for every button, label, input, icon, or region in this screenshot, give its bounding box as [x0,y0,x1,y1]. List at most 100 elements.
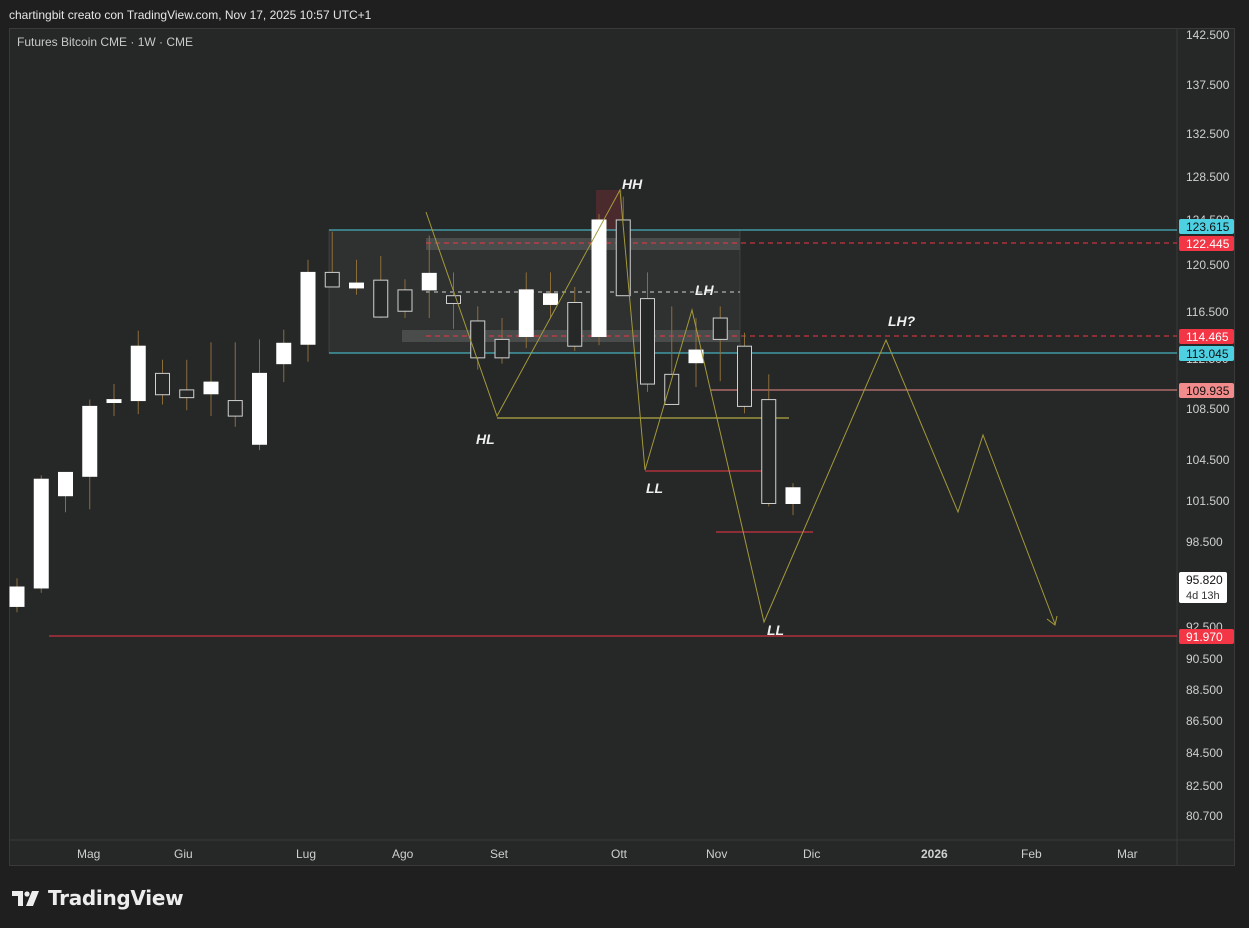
x-tick-label: Mag [77,847,100,861]
candle-bear[interactable] [470,320,486,359]
candle-bull[interactable] [349,282,364,289]
price-label-bg [1179,383,1234,398]
candle-bull[interactable] [688,349,704,364]
y-tick-label: 90.500 [1186,652,1223,666]
y-tick-label: 132.500 [1186,127,1230,141]
candle-bull[interactable] [785,487,801,504]
y-tick-label: 116.500 [1186,305,1229,319]
candle-bear[interactable] [446,295,461,304]
candle-bear[interactable] [373,279,389,318]
price-label-123615[interactable]: 123.615 [1179,219,1234,234]
price-label-text: 109.935 [1186,384,1230,398]
price-label-114465[interactable]: 114.465 [1179,329,1234,344]
y-tick-label: 80.700 [1186,809,1223,823]
price-label-text: 114.465 [1186,330,1229,344]
candle-bear[interactable] [615,219,631,297]
y-tick-label: 82.500 [1186,779,1223,793]
chart-frame[interactable] [9,28,1235,866]
annotation-ll-1: LL [646,480,663,496]
y-tick-label: 120.500 [1186,258,1230,272]
footer-bar [0,866,1249,928]
x-tick-label: Set [490,847,509,861]
price-label-bg [1179,219,1234,234]
candle-bear[interactable] [324,271,340,288]
price-label-bg [1179,346,1234,361]
candle-bull[interactable] [276,342,292,365]
zigzag-projection[interactable] [425,188,1056,625]
candle-bear[interactable] [494,338,510,359]
candle-bull[interactable] [421,272,437,291]
time-axis[interactable]: Mag Giu Lug Ago Set Ott Nov Dic 2026 Feb… [77,847,1138,861]
y-tick-label: 86.500 [1186,714,1223,728]
candle-bull[interactable] [106,399,122,404]
y-tick-label: 137.500 [1186,78,1230,92]
candle-bear[interactable] [640,298,655,385]
x-tick-label: Lug [296,847,316,861]
candle-bull[interactable] [252,372,267,445]
price-label-122445[interactable]: 122.445 [1179,236,1234,251]
price-label-text: 113.045 [1186,347,1229,361]
candle-bear[interactable] [737,345,752,407]
candle-bull[interactable] [543,293,558,305]
candle-bull[interactable] [518,289,534,337]
x-tick-label: Ott [611,847,628,861]
annotation-hl: HL [476,431,495,447]
price-label-text: 95.820 [1186,573,1223,587]
candle-bear[interactable] [155,372,170,396]
price-label-91970[interactable]: 91.970 [1179,629,1234,644]
bar-countdown: 4d 13h [1186,590,1220,602]
x-tick-label: 2026 [921,847,948,861]
price-label-bg [1179,236,1234,251]
price-label-bg [1179,629,1234,644]
chart-caption: chartingbit creato con TradingView.com, … [9,8,372,22]
y-tick-label: 84.500 [1186,746,1223,760]
price-label-text: 91.970 [1186,630,1223,644]
candle-bear[interactable] [567,301,583,347]
x-tick-label: Mar [1117,847,1138,861]
x-tick-label: Giu [174,847,193,861]
candle-bull[interactable] [300,271,316,345]
candle-bull[interactable] [82,405,98,477]
x-tick-label: Feb [1021,847,1042,861]
annotation-lh-question: LH? [888,313,916,329]
candle-bull[interactable] [130,345,146,402]
chart-caption-bar: chartingbit creato con TradingView.com, … [0,0,1249,28]
projection-arrowhead [1046,615,1058,626]
y-tick-label: 142.500 [1186,28,1230,42]
tradingview-wordmark: TradingView [48,886,184,910]
candle-bull[interactable] [33,478,49,589]
candles-group [9,196,801,613]
x-tick-label: Ago [392,847,414,861]
annotation-ll-2: LL [767,622,784,638]
y-tick-label: 98.500 [1186,535,1223,549]
y-tick-label: 104.500 [1186,453,1230,467]
chart-title: Futures Bitcoin CME · 1W · CME [17,35,193,49]
tradingview-logo[interactable]: TradingView [12,886,184,910]
y-tick-label: 88.500 [1186,683,1223,697]
price-axis[interactable]: 142.500 137.500 132.500 128.500 124.500 … [1186,28,1230,823]
candle-bull[interactable] [591,219,607,337]
price-label-current[interactable]: 95.820 4d 13h [1179,572,1227,603]
x-tick-label: Nov [706,847,727,861]
candle-bear[interactable] [397,289,413,312]
annotation-lh: LH [695,282,715,298]
candle-bear[interactable] [179,389,195,399]
candle-bull[interactable] [58,471,73,497]
annotation-hh: HH [622,176,643,192]
candle-bull[interactable] [9,586,25,607]
supply-zone[interactable] [426,238,740,250]
candle-bull[interactable] [203,381,219,395]
y-tick-label: 101.500 [1186,494,1230,508]
candle-bear[interactable] [227,400,243,417]
price-label-bg [1179,572,1227,603]
candle-bear[interactable] [712,317,728,340]
candle-bear[interactable] [664,373,680,405]
price-label-113045[interactable]: 113.045 [1179,346,1234,361]
candle-bear[interactable] [761,399,777,504]
price-label-109935[interactable]: 109.935 [1179,383,1234,398]
y-tick-label: 108.500 [1186,402,1230,416]
tradingview-icon [12,891,39,906]
price-label-text: 123.615 [1186,220,1230,234]
x-tick-label: Dic [803,847,820,861]
